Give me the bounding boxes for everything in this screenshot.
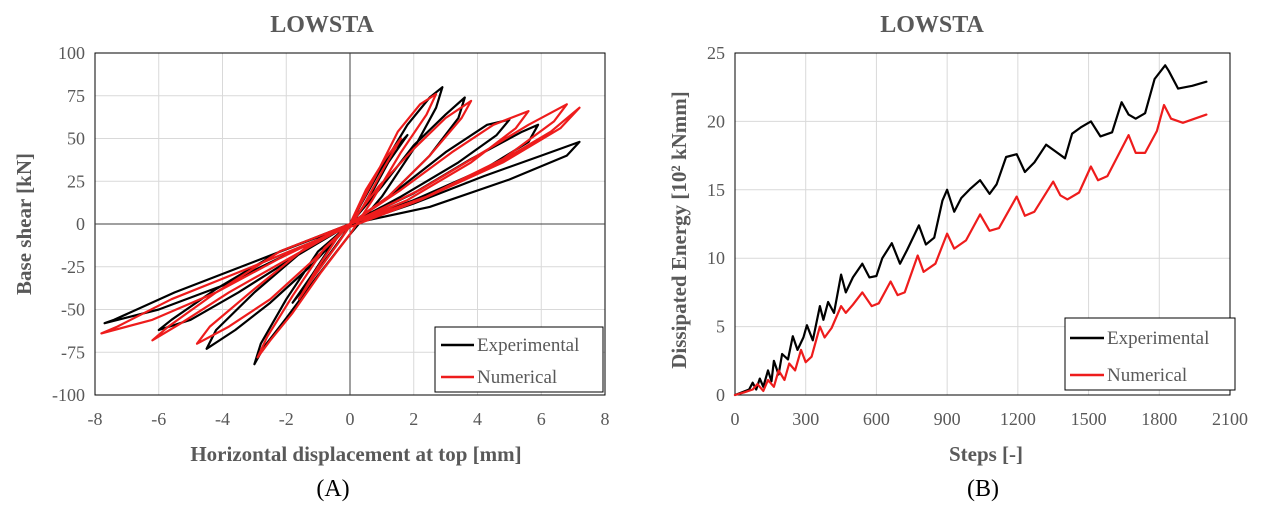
chart-b-x-tick-label: 1200	[1000, 409, 1036, 429]
dissipated-energy-chart: LOWSTA 0 300 600 900 1200 1500 1800 2100 0 5 10 15 2…	[667, 12, 1248, 502]
chart-b-legend: Experimental Numerical	[1064, 317, 1236, 391]
chart-b-x-tick-label: 2100	[1212, 409, 1248, 429]
chart-b-y-tick-label: 15	[707, 180, 725, 200]
chart-b-series-numerical	[733, 103, 1208, 397]
chart-b-x-tick-label: 300	[792, 409, 819, 429]
chart-b-series-experimental	[733, 64, 1208, 397]
chart-b-y-tick-label: 20	[707, 111, 725, 131]
chart-b-x-tick-label: 600	[863, 409, 890, 429]
chart-b-series	[733, 64, 1208, 397]
chart-a-legend-box	[434, 326, 604, 393]
chart-a-y-tick-label: -50	[61, 300, 85, 320]
chart-b-y-tick-label: 10	[707, 248, 725, 268]
chart-a-x-tick-label: 6	[537, 409, 546, 429]
chart-b-x-tick-label: 0	[731, 409, 740, 429]
chart-b-legend-box	[1064, 317, 1236, 391]
chart-a-legend-label-numerical: Numerical	[477, 367, 557, 388]
chart-a-x-tick-label: -6	[151, 409, 166, 429]
chart-a-x-tick-label: 2	[409, 409, 418, 429]
chart-a-xlabel: Horizontal displacement at top [mm]	[190, 442, 521, 466]
chart-a-ticks: -8 -6 -4 -2 0 2 4 6 8 -100 -75 -50 -25 0 25 50 75 100	[52, 43, 610, 429]
chart-a-title: LOWSTA	[270, 12, 374, 38]
chart-b-xlabel: Steps [-]	[949, 442, 1023, 466]
chart-a-y-tick-label: -75	[61, 342, 85, 362]
chart-b-y-tick-label: 0	[716, 385, 725, 405]
chart-b-x-tick-label: 900	[934, 409, 961, 429]
chart-a-x-tick-label: -4	[215, 409, 230, 429]
chart-b-ticks: 0 300 600 900 1200 1500 1800 2100 0 5 10 15 20 25	[707, 43, 1248, 429]
chart-b-title: LOWSTA	[880, 12, 984, 38]
chart-a-x-tick-label: 4	[473, 409, 482, 429]
panel-a-label: (A)	[316, 476, 349, 502]
chart-a-ylabel: Base shear [kN]	[12, 153, 36, 295]
chart-a-series	[100, 86, 581, 366]
chart-b-x-tick-label: 1800	[1141, 409, 1177, 429]
chart-a-y-tick-label: -25	[61, 257, 85, 277]
chart-a-y-tick-label: 50	[67, 129, 85, 149]
chart-b-legend-label-experimental: Experimental	[1107, 328, 1209, 349]
chart-b-legend-label-numerical: Numerical	[1107, 365, 1187, 386]
chart-a-legend-label-experimental: Experimental	[477, 335, 579, 356]
chart-b-ylabel: Dissipated Energy [10² kNmm]	[667, 91, 691, 369]
chart-a-x-tick-label: -8	[88, 409, 103, 429]
panel-b-label: (B)	[967, 476, 999, 502]
chart-a-x-tick-label: -2	[279, 409, 294, 429]
hysteresis-chart: LOWSTA -8 -6 -4 -2 0 2 4 6 8 -100 -75 -50 -25 0 25 50 75…	[12, 12, 610, 502]
chart-a-x-tick-label: 8	[601, 409, 610, 429]
chart-b-y-tick-label: 25	[707, 43, 725, 63]
chart-a-y-tick-label: 0	[76, 214, 85, 234]
chart-b-x-tick-label: 1500	[1071, 409, 1107, 429]
chart-a-series-experimental	[103, 86, 581, 366]
chart-a-x-tick-label: 0	[346, 409, 355, 429]
chart-a-legend: Experimental Numerical	[434, 326, 604, 393]
chart-b-plot-frame	[734, 52, 1231, 396]
chart-b-y-tick-label: 5	[716, 317, 725, 337]
chart-a-y-tick-label: 100	[58, 43, 85, 63]
chart-a-y-tick-label: 25	[67, 171, 85, 191]
chart-a-series-numerical	[100, 92, 581, 359]
chart-a-y-tick-label: -100	[52, 385, 85, 405]
chart-a-y-tick-label: 75	[67, 86, 85, 106]
